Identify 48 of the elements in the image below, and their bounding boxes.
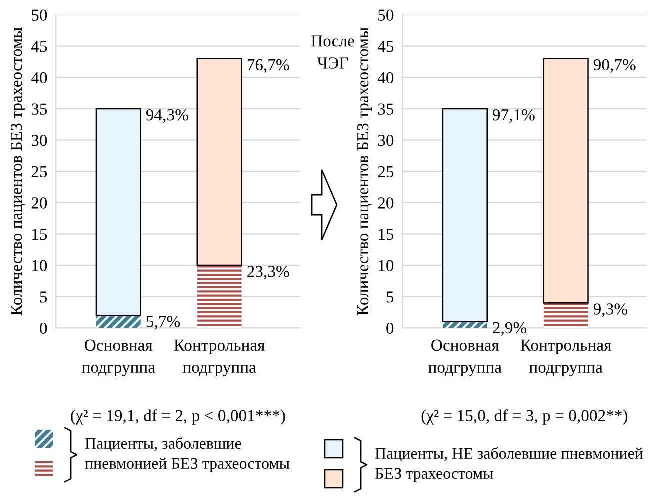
y-tick-label: 15	[32, 228, 48, 240]
legend-label: Пациенты, заболевшие пневмонией БЕЗ трахеостомы	[85, 437, 290, 472]
y-tick-label: 50	[378, 10, 394, 21]
x-tick-label: Основная подгруппа	[82, 340, 156, 376]
x-tick-label: Основная подгруппа	[428, 340, 502, 376]
bar	[96, 316, 141, 328]
annotation: 5,7%	[146, 316, 180, 330]
y-tick-label: 5	[40, 292, 48, 303]
bar	[197, 266, 242, 328]
text: (χ² = 15,0, df = 3, p = 0,002**)	[422, 410, 628, 425]
legend-label: Пациенты, НЕ заболевшие пневмонией БЕЗ трахеостомы	[375, 447, 644, 482]
y-tick-label: 5	[386, 292, 394, 303]
y-tick-label: 25	[32, 166, 48, 178]
x-tick-label: Контрольная подгруппа	[174, 340, 265, 376]
y-tick-label: 30	[378, 134, 394, 146]
annotation: 23,3%	[248, 266, 290, 280]
y-tick-label: 40	[378, 72, 394, 84]
bar	[96, 108, 142, 316]
y-tick-label: 35	[378, 104, 394, 115]
y-tick-label: 35	[32, 104, 48, 115]
y-tick-label: 45	[378, 41, 394, 52]
y-tick-label: 40	[31, 72, 48, 84]
bar	[544, 303, 588, 328]
y-tick-label: 45	[31, 41, 48, 52]
annotation: 97,1%	[492, 109, 535, 124]
annotation: 76,7%	[248, 59, 290, 73]
annotation: 94,3%	[146, 109, 188, 124]
text: После ЧЭГ	[312, 36, 354, 69]
y-tick-label: 10	[379, 260, 394, 272]
y-tick-label: 20	[32, 198, 48, 209]
annotation: 2,9%	[493, 322, 527, 336]
bar	[442, 108, 488, 323]
x-tick-label: Контрольная подгруппа	[520, 340, 612, 376]
y-tick-label: 0	[40, 322, 48, 334]
annotation: 9,3%	[594, 304, 628, 318]
y-axis-title: Количество пациентов БЕЗ трахеостомы	[10, 28, 26, 316]
y-tick-label: 0	[386, 322, 394, 334]
y-tick-label: 20	[378, 198, 394, 209]
annotation: 90,7%	[594, 59, 636, 73]
y-tick-label: 50	[32, 10, 48, 21]
text: (χ² = 19,1, df = 2, p < 0,001***)	[71, 410, 286, 425]
bar	[543, 58, 589, 304]
y-axis-title: Количество пациентов БЕЗ трахеостомы	[357, 28, 372, 316]
bar	[196, 58, 242, 266]
y-tick-label: 30	[32, 134, 48, 146]
y-tick-label: 15	[379, 228, 394, 240]
y-tick-label: 10	[32, 260, 48, 272]
y-tick-label: 25	[378, 166, 394, 178]
